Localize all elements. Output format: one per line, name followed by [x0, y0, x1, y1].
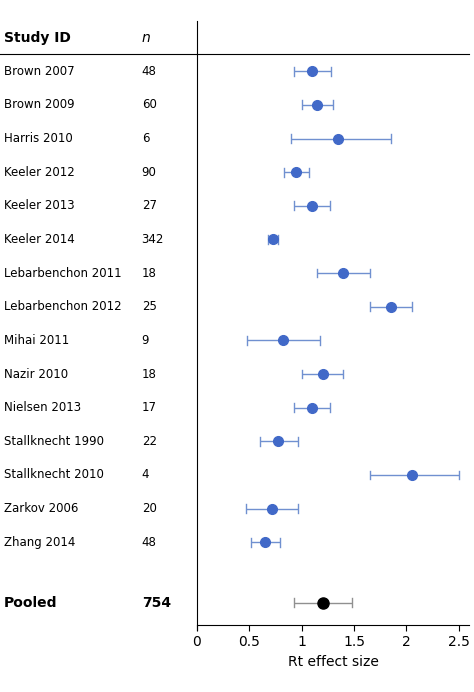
Text: 6: 6 — [142, 132, 149, 145]
Text: 90: 90 — [142, 165, 156, 179]
Text: 22: 22 — [142, 435, 156, 448]
Text: 18: 18 — [142, 266, 156, 280]
Text: n: n — [142, 30, 150, 44]
Text: Pooled: Pooled — [4, 596, 57, 610]
Text: 25: 25 — [142, 300, 156, 313]
Text: 18: 18 — [142, 367, 156, 381]
Text: 9: 9 — [142, 334, 149, 347]
Text: Keeler 2014: Keeler 2014 — [4, 233, 75, 246]
Text: Stallknecht 2010: Stallknecht 2010 — [4, 468, 104, 482]
Text: Lebarbenchon 2011: Lebarbenchon 2011 — [4, 266, 121, 280]
Text: Study ID: Study ID — [4, 30, 71, 44]
Text: 4: 4 — [142, 468, 149, 482]
Text: 48: 48 — [142, 65, 156, 78]
Text: 342: 342 — [142, 233, 164, 246]
Text: Zarkov 2006: Zarkov 2006 — [4, 502, 78, 515]
Text: 754: 754 — [142, 596, 171, 610]
Text: 17: 17 — [142, 401, 156, 415]
Text: 27: 27 — [142, 199, 156, 212]
Text: Nielsen 2013: Nielsen 2013 — [4, 401, 81, 415]
Text: 60: 60 — [142, 98, 156, 111]
X-axis label: Rt effect size: Rt effect size — [288, 655, 378, 668]
Text: 20: 20 — [142, 502, 156, 515]
Text: Harris 2010: Harris 2010 — [4, 132, 73, 145]
Text: 48: 48 — [142, 536, 156, 549]
Text: Brown 2007: Brown 2007 — [4, 65, 74, 78]
Text: Brown 2009: Brown 2009 — [4, 98, 74, 111]
Text: Mihai 2011: Mihai 2011 — [4, 334, 69, 347]
Text: Lebarbenchon 2012: Lebarbenchon 2012 — [4, 300, 121, 313]
Text: Stallknecht 1990: Stallknecht 1990 — [4, 435, 104, 448]
Text: Zhang 2014: Zhang 2014 — [4, 536, 75, 549]
Text: Keeler 2013: Keeler 2013 — [4, 199, 74, 212]
Text: Keeler 2012: Keeler 2012 — [4, 165, 75, 179]
Text: Nazir 2010: Nazir 2010 — [4, 367, 68, 381]
